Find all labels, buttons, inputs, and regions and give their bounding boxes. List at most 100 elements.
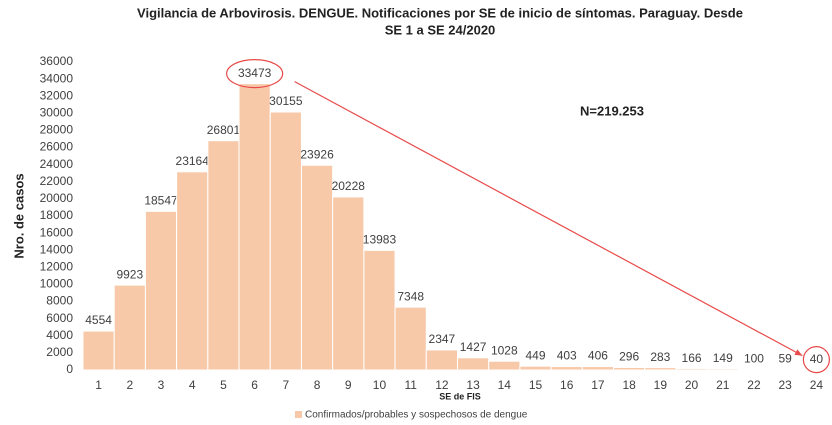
legend-swatch	[295, 411, 302, 418]
x-tick-label: 7	[283, 378, 290, 392]
data-label: 1028	[491, 343, 518, 357]
y-tick-label: 24000	[40, 157, 74, 171]
x-tick-label: 2	[126, 378, 133, 392]
data-label: 403	[557, 349, 577, 363]
bar	[363, 249, 396, 371]
annotation: N=219.253	[580, 103, 644, 118]
y-tick-label: 4000	[46, 328, 73, 342]
data-label: 33473	[238, 66, 272, 80]
data-label: 26801	[207, 123, 241, 137]
bar	[581, 366, 615, 371]
x-tick-label: 6	[251, 378, 258, 392]
x-tick-label: 3	[158, 378, 165, 392]
y-tick-label: 30000	[40, 106, 74, 120]
chart-title: SE 1 a SE 24/2020	[385, 22, 496, 37]
bar	[113, 284, 146, 371]
data-label: 449	[526, 348, 546, 362]
highlight-circle	[226, 59, 284, 89]
bar	[706, 368, 739, 371]
y-tick-label: 10000	[40, 277, 74, 291]
data-label: 20228	[332, 179, 366, 193]
y-tick-label: 0	[66, 362, 73, 376]
x-tick-label: 10	[373, 378, 387, 392]
data-label: 296	[619, 350, 639, 364]
x-tick-label: 22	[747, 378, 761, 392]
data-label: 23926	[300, 147, 334, 161]
data-label: 7348	[397, 289, 424, 303]
y-tick-label: 6000	[46, 311, 73, 325]
data-label: 2347	[429, 332, 456, 346]
bar	[644, 367, 677, 371]
y-tick-label: 18000	[40, 208, 74, 222]
x-tick-label: 24	[810, 378, 824, 392]
bar	[613, 366, 646, 371]
data-label: 23164	[176, 154, 210, 168]
x-tick-label: 17	[591, 378, 605, 392]
x-tick-label: 1	[95, 378, 102, 392]
x-tick-label: 11	[404, 378, 417, 392]
arrow-line	[294, 81, 803, 357]
x-tick-label: 16	[560, 378, 574, 392]
x-tick-label: 19	[654, 378, 668, 392]
bar	[207, 140, 240, 371]
x-tick-label: 5	[220, 378, 227, 392]
x-tick-label: 9	[345, 378, 352, 392]
data-label: 13983	[363, 233, 397, 247]
x-tick-label: 23	[779, 378, 793, 392]
arrow-head	[794, 349, 803, 356]
x-tick-label: 21	[716, 378, 730, 392]
bar	[238, 83, 271, 371]
bar	[675, 368, 708, 371]
chart-title: Vigilancia de Arbovirosis. DENGUE. Notif…	[137, 5, 743, 20]
y-tick-label: 36000	[40, 54, 74, 68]
bar	[457, 357, 490, 371]
x-tick-label: 20	[685, 378, 699, 392]
legend-label: Confirmados/probables y sospechosos de d…	[305, 410, 528, 421]
data-label: 59	[779, 352, 793, 366]
bar	[488, 360, 521, 371]
x-tick-label: 13	[466, 378, 480, 392]
bar	[300, 164, 334, 371]
bar	[176, 171, 209, 371]
y-tick-label: 12000	[40, 260, 74, 274]
data-label: 30155	[269, 94, 303, 108]
data-label: 149	[713, 351, 733, 365]
y-tick-label: 34000	[40, 71, 74, 85]
x-tick-label: 12	[435, 378, 449, 392]
y-tick-label: 14000	[40, 242, 74, 256]
data-label: 40	[810, 352, 824, 366]
y-tick-label: 20000	[40, 191, 74, 205]
highlight-circle	[802, 346, 830, 374]
bar	[550, 366, 583, 371]
bar	[82, 330, 115, 371]
x-axis-label: SE de FIS	[439, 391, 481, 401]
data-label: 100	[744, 351, 764, 365]
y-axis-label: Nro. de casos	[11, 173, 26, 258]
x-tick-label: 8	[314, 378, 321, 392]
y-tick-label: 32000	[40, 88, 74, 102]
data-label: 406	[588, 349, 608, 363]
data-label: 4554	[85, 313, 112, 327]
bar	[332, 196, 365, 371]
bar	[519, 365, 552, 371]
x-tick-label: 14	[498, 378, 512, 392]
data-label: 166	[682, 351, 702, 365]
data-label: 9923	[116, 267, 143, 281]
data-label: 18547	[144, 193, 178, 207]
bar	[394, 306, 427, 371]
bar	[769, 368, 802, 371]
data-label: 283	[650, 350, 670, 364]
data-label: 1427	[460, 340, 487, 354]
y-tick-label: 8000	[46, 294, 73, 308]
x-tick-label: 18	[622, 378, 636, 392]
x-tick-label: 4	[189, 378, 196, 392]
bar	[737, 368, 771, 371]
y-tick-label: 26000	[40, 140, 74, 154]
bar	[144, 210, 178, 371]
y-tick-label: 28000	[40, 123, 74, 137]
x-tick-label: 15	[529, 378, 543, 392]
y-tick-label: 16000	[40, 225, 74, 239]
y-tick-label: 22000	[40, 174, 74, 188]
y-tick-label: 2000	[46, 345, 73, 359]
